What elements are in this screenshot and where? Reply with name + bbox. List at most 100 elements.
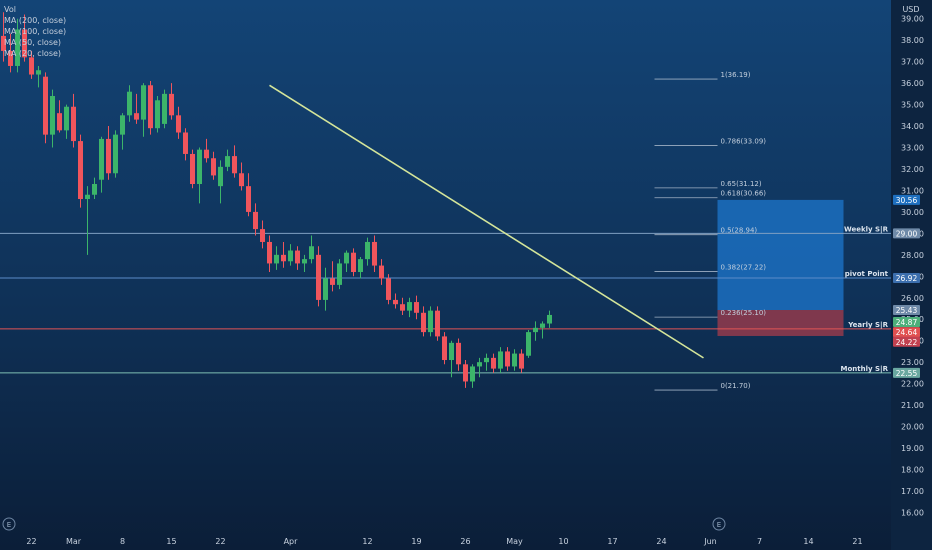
candle-body xyxy=(295,250,300,264)
position-stop-zone[interactable] xyxy=(717,310,844,336)
time-tick-label: 15 xyxy=(166,537,176,546)
sr-line-label: Yearly S|R xyxy=(847,321,888,330)
price-tick-label: 21.00 xyxy=(901,401,924,410)
time-tick-label: 17 xyxy=(607,537,617,546)
legend-item-vol[interactable]: Vol xyxy=(4,5,16,14)
time-tick-label: 26 xyxy=(460,537,470,546)
candle-body xyxy=(22,29,27,58)
candle-body xyxy=(162,93,167,124)
candle-body xyxy=(64,106,69,131)
price-tag-box xyxy=(893,317,920,328)
fib-level-label: 0.65(31.12) xyxy=(721,180,762,188)
fib-level-label: 0.236(25.10) xyxy=(721,309,767,317)
candle-body xyxy=(442,336,447,361)
candle-body xyxy=(197,149,202,185)
currency-label: USD xyxy=(902,5,919,14)
candle-body xyxy=(302,259,307,264)
fibonacci-retracement[interactable]: 1(36.19) 0.786(33.09) 0.65(31.12) 0.618(30.… xyxy=(654,71,767,391)
price-tick-label: 17.00 xyxy=(901,487,924,496)
candle-body xyxy=(85,194,90,200)
candle-body xyxy=(505,351,510,367)
candle-body xyxy=(260,229,265,242)
time-tick-label: 14 xyxy=(803,537,813,546)
candle-body xyxy=(50,96,55,135)
price-tick-label: 32.00 xyxy=(901,165,924,174)
candle-body xyxy=(533,327,538,333)
candle-body xyxy=(344,252,349,264)
candle-body xyxy=(78,141,83,200)
trendline-line[interactable] xyxy=(269,84,704,359)
fib-level-label: 0.786(33.09) xyxy=(721,138,767,146)
price-tag-label: 25.43 xyxy=(896,306,918,315)
candle-body xyxy=(519,353,524,369)
price-tick-label: 30.00 xyxy=(901,208,924,217)
position-tool[interactable] xyxy=(717,199,844,336)
price-tick-label: 20.00 xyxy=(901,423,924,432)
candle-body xyxy=(316,254,321,300)
candle-body xyxy=(498,351,503,369)
time-tick-label: 19 xyxy=(411,537,421,546)
time-tick-label: 21 xyxy=(852,537,862,546)
candle-body xyxy=(225,156,230,167)
candle-body xyxy=(330,278,335,285)
price-tick-label: 26.00 xyxy=(901,294,924,303)
candle-body xyxy=(407,302,412,311)
candle-body xyxy=(246,186,251,212)
fib-level-label: 1(36.19) xyxy=(721,71,751,79)
time-tick-label: 12 xyxy=(362,537,372,546)
candle-body xyxy=(99,138,104,180)
fib-level-label: 0.382(27.22) xyxy=(721,264,767,272)
time-tick-label: 8 xyxy=(120,537,125,546)
legend-item-ma20[interactable]: MA (20, close) xyxy=(4,49,62,58)
candle-body xyxy=(106,138,111,174)
fib-level-label: 0.618(30.66) xyxy=(721,190,767,198)
candle-body xyxy=(239,173,244,187)
price-tag-label: 24.22 xyxy=(896,338,918,347)
time-tick-label: May xyxy=(506,537,523,546)
scroll-to-start-icon[interactable]: E xyxy=(2,517,16,531)
candle-body xyxy=(365,241,370,260)
time-tick-label: 22 xyxy=(215,537,225,546)
candle-body xyxy=(113,134,118,174)
candle-body xyxy=(421,312,426,333)
price-tag-box xyxy=(893,327,920,338)
price-tag-box xyxy=(893,367,920,378)
price-tag-box xyxy=(893,305,920,316)
candle-body xyxy=(372,241,377,266)
candle-body xyxy=(1,35,6,51)
candle-body xyxy=(337,263,342,285)
candle-body xyxy=(218,166,223,187)
event-marker-icon[interactable]: E xyxy=(712,517,726,531)
candle-body xyxy=(211,158,216,176)
candle-body xyxy=(456,342,461,365)
legend-item-ma200[interactable]: MA (200, close) xyxy=(4,16,67,25)
time-axis-labels: 22 Mar 8 15 22 Apr 12 19 26 May 10 17 24 Jun 7 14 21 xyxy=(26,537,862,546)
candle-body xyxy=(400,304,405,311)
legend-item-ma50[interactable]: MA (50, close) xyxy=(4,38,62,47)
price-tick-label: 16.00 xyxy=(901,508,924,517)
candle-body xyxy=(526,332,531,356)
svg-text:E: E xyxy=(7,521,11,529)
price-tick-label: 38.00 xyxy=(901,36,924,45)
sr-line-label: pivot Point xyxy=(845,270,889,278)
candle-body xyxy=(547,314,552,324)
candle-body xyxy=(267,241,272,264)
candle-body xyxy=(127,91,132,116)
price-tick-label: 31.00 xyxy=(901,186,924,195)
support-resistance-lines[interactable]: Weekly S|R pivot Point Yearly S|R Monthly S… xyxy=(0,225,891,374)
price-tag-box xyxy=(893,273,920,284)
candle-body xyxy=(8,50,13,66)
legend-item-ma100[interactable]: MA (100, close) xyxy=(4,27,67,36)
trendline[interactable] xyxy=(269,84,704,359)
position-target-zone[interactable] xyxy=(717,199,844,311)
price-tick-label: 19.00 xyxy=(901,444,924,453)
candle-body xyxy=(540,323,545,328)
price-tick-label: 18.00 xyxy=(901,465,924,474)
candle-body xyxy=(141,85,146,120)
candle-body xyxy=(386,278,391,300)
price-tag-label: 26.92 xyxy=(896,274,918,283)
price-tag-box xyxy=(893,194,920,205)
candle-body xyxy=(281,254,286,262)
